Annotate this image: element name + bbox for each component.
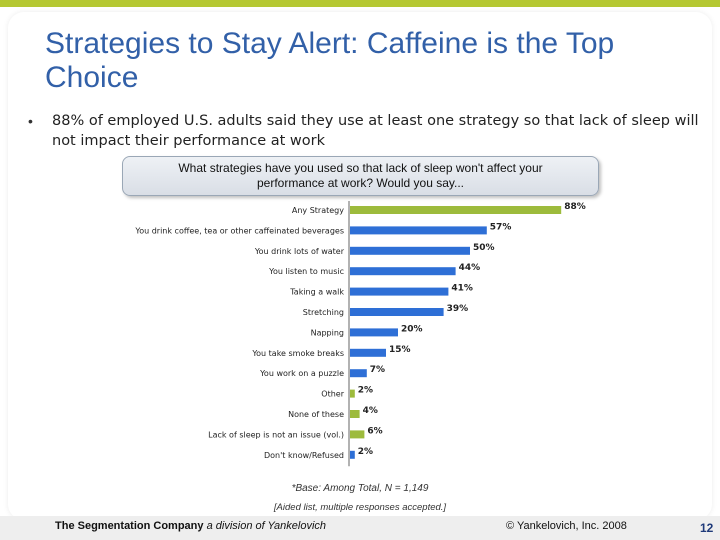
category-label: Don't know/Refused: [264, 451, 344, 460]
bar: [350, 450, 355, 459]
value-label: 57%: [490, 222, 512, 232]
bar: [350, 308, 444, 316]
company-division: a division of Yankelovich: [206, 520, 327, 532]
base-note: *Base: Among Total, N = 1,149: [291, 483, 429, 494]
bar: [350, 267, 456, 276]
strategies-bar-chart: Any Strategy 88% You drink coffee, tea or …: [134, 201, 586, 467]
footer-bar: [0, 516, 720, 540]
category-label: You drink coffee, tea or other caffeinat…: [134, 226, 344, 235]
bar: [350, 226, 487, 235]
value-label: 7%: [370, 365, 385, 375]
question-box: What strategies have you used so that la…: [122, 156, 599, 196]
bar: [350, 430, 365, 439]
top-accent-stripe: [0, 0, 720, 7]
bar: [350, 246, 470, 255]
category-label: None of these: [288, 410, 344, 419]
category-label: Lack of sleep is not an issue (vol.): [208, 430, 344, 439]
bar: [350, 389, 355, 398]
bullet-icon: •: [28, 113, 33, 129]
bar: [350, 410, 360, 418]
category-label: Napping: [311, 328, 344, 337]
category-label: You work on a puzzle: [259, 369, 344, 378]
category-label: You listen to music: [268, 267, 344, 276]
aided-note: [Aided list, multiple responses accepted…: [273, 502, 447, 513]
question-text: What strategies have you used so that la…: [178, 161, 543, 190]
page-number: 12: [700, 521, 714, 535]
value-label: 50%: [473, 243, 495, 253]
footer-copyright: © Yankelovich, Inc. 2008: [506, 520, 627, 532]
bar: [350, 287, 449, 296]
slide-title: Strategies to Stay Alert: Caffeine is th…: [45, 27, 615, 94]
value-label: 4%: [363, 406, 378, 416]
category-label: Other: [321, 390, 344, 399]
bar: [350, 369, 367, 378]
category-label: You drink lots of water: [254, 247, 345, 256]
value-label: 20%: [401, 324, 423, 334]
bar: [350, 348, 386, 357]
value-label: 44%: [459, 263, 481, 273]
category-label: Any Strategy: [292, 206, 344, 215]
value-label: 2%: [358, 447, 373, 457]
bar: [350, 328, 398, 337]
category-label: Stretching: [303, 308, 344, 317]
category-label: Taking a walk: [289, 288, 344, 297]
value-label: 15%: [389, 345, 411, 355]
bullet-text: 88% of employed U.S. adults said they us…: [52, 113, 699, 149]
category-label: You take smoke breaks: [251, 349, 344, 358]
value-label: 2%: [358, 386, 373, 396]
value-label: 88%: [564, 202, 586, 212]
value-label: 6%: [367, 426, 382, 436]
value-label: 39%: [447, 304, 469, 314]
footer-company: The Segmentation Company a division of Y…: [55, 520, 326, 532]
value-label: 41%: [451, 284, 473, 294]
company-name: The Segmentation Company: [55, 520, 204, 532]
bar: [350, 206, 562, 214]
